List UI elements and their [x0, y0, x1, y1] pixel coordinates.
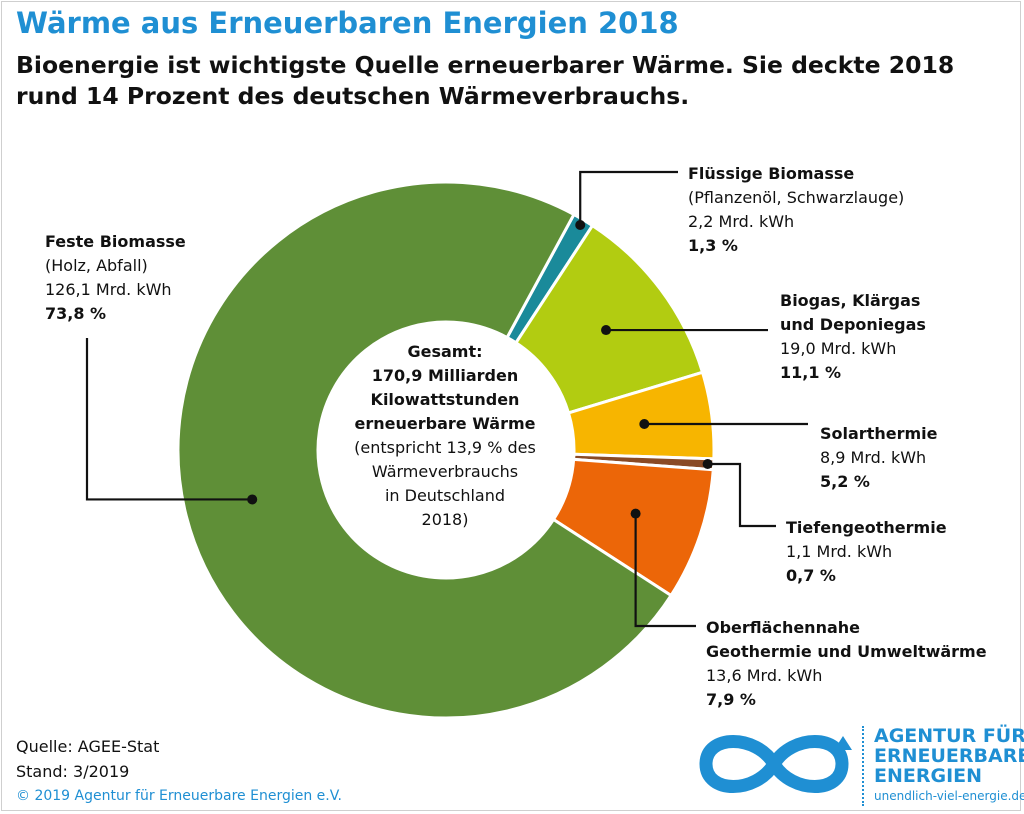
label-oberflaeche-name-2: Geothermie und Umweltwärme — [706, 642, 987, 661]
leader-lines — [85, 170, 808, 628]
leader-fluessige-biomasse-dot — [575, 219, 586, 230]
center-line-6: Wärmeverbrauchs — [371, 462, 519, 481]
center-total: Gesamt: 170,9 Milliarden Kilowattstunden… — [320, 340, 570, 532]
slice-feste-biomasse — [176, 180, 673, 720]
leader-feste-biomasse — [85, 338, 253, 501]
copyright-note: © 2019 Agentur für Erneuerbare Energien … — [16, 788, 342, 804]
leader-biogas-dot — [601, 325, 612, 336]
label-biogas-amount: 19,0 Mrd. kWh — [780, 339, 897, 358]
label-solar-name: Solarthermie — [820, 424, 938, 443]
leader-oberflaechennahe-geothermie-dot — [630, 508, 641, 519]
subtitle-line-1: Bioenergie ist wichtigste Quelle erneuer… — [16, 51, 955, 79]
source-note: Quelle: AGEE-Stat Stand: 3/2019 — [16, 734, 159, 784]
donut-slices — [176, 180, 716, 720]
center-line-1: Gesamt: — [407, 342, 483, 361]
infinity-icon — [699, 735, 852, 793]
label-feste-detail: (Holz, Abfall) — [45, 256, 148, 275]
center-line-7: in Deutschland — [384, 486, 506, 505]
label-oberflaechennahe-geothermie: Oberflächennahe Geothermie und Umweltwär… — [706, 616, 987, 712]
label-tiefen-amount: 1,1 Mrd. kWh — [786, 542, 893, 561]
center-line-2: 170,9 Milliarden — [371, 366, 519, 385]
label-feste-biomasse: Feste Biomasse (Holz, Abfall) 126,1 Mrd.… — [45, 230, 186, 326]
logo-url: unendlich-viel-energie.de — [874, 789, 1024, 803]
label-feste-pct: 73,8 % — [45, 304, 107, 323]
label-biogas-name-1: Biogas, Klärgas — [780, 291, 921, 310]
logo-line-3: ENERGIEN — [874, 765, 983, 787]
leader-solarthermie-dot — [639, 419, 650, 430]
leader-feste-biomasse-dot — [247, 494, 258, 505]
chart-subtitle: Bioenergie ist wichtigste Quelle erneuer… — [16, 50, 996, 112]
logo-line-2: ERNEUERBARE — [874, 745, 1024, 767]
leader-oberflaechennahe-geothermie — [634, 513, 696, 628]
leader-tiefengeothermie-dot — [702, 459, 713, 470]
label-biogas-name-2: und Deponiegas — [780, 315, 926, 334]
label-tiefen-pct: 0,7 % — [786, 566, 836, 585]
label-tiefengeothermie: Tiefengeothermie 1,1 Mrd. kWh 0,7 % — [786, 516, 947, 588]
label-feste-name: Feste Biomasse — [45, 232, 186, 251]
leader-tiefengeothermie — [707, 462, 776, 528]
center-line-4: erneuerbare Wärme — [354, 414, 536, 433]
label-oberflaeche-name-1: Oberflächennahe — [706, 618, 860, 637]
logo-line-1: AGENTUR FÜR — [874, 725, 1024, 747]
label-fluessig-detail: (Pflanzenöl, Schwarzlauge) — [688, 188, 905, 207]
label-solar-pct: 5,2 % — [820, 472, 870, 491]
label-tiefen-name: Tiefengeothermie — [786, 518, 947, 537]
label-fluessig-pct: 1,3 % — [688, 236, 738, 255]
label-fluessig-amount: 2,2 Mrd. kWh — [688, 212, 795, 231]
center-line-5: (entspricht 13,9 % des — [354, 438, 536, 457]
chart-title: Wärme aus Erneuerbaren Energien 2018 — [16, 6, 679, 40]
label-solarthermie: Solarthermie 8,9 Mrd. kWh 5,2 % — [820, 422, 937, 494]
center-line-3: Kilowattstunden — [370, 390, 520, 409]
label-oberflaeche-pct: 7,9 % — [706, 690, 756, 709]
center-line-8: 2018) — [421, 510, 469, 529]
label-feste-amount: 126,1 Mrd. kWh — [45, 280, 172, 299]
label-fluessige-biomasse: Flüssige Biomasse (Pflanzenöl, Schwarzla… — [688, 162, 904, 258]
subtitle-line-2: rund 14 Prozent des deutschen Wärmeverbr… — [16, 82, 690, 110]
stand-line: Stand: 3/2019 — [16, 762, 130, 781]
source-line: Quelle: AGEE-Stat — [16, 737, 160, 756]
label-solar-amount: 8,9 Mrd. kWh — [820, 448, 927, 467]
leader-fluessige-biomasse — [579, 170, 678, 225]
label-biogas-pct: 11,1 % — [780, 363, 842, 382]
logo-wordmark: AGENTUR FÜR ERNEUERBARE ENERGIEN unendli… — [862, 726, 1024, 806]
label-biogas: Biogas, Klärgas und Deponiegas 19,0 Mrd.… — [780, 289, 926, 385]
label-fluessig-name: Flüssige Biomasse — [688, 164, 855, 183]
label-oberflaeche-amount: 13,6 Mrd. kWh — [706, 666, 823, 685]
